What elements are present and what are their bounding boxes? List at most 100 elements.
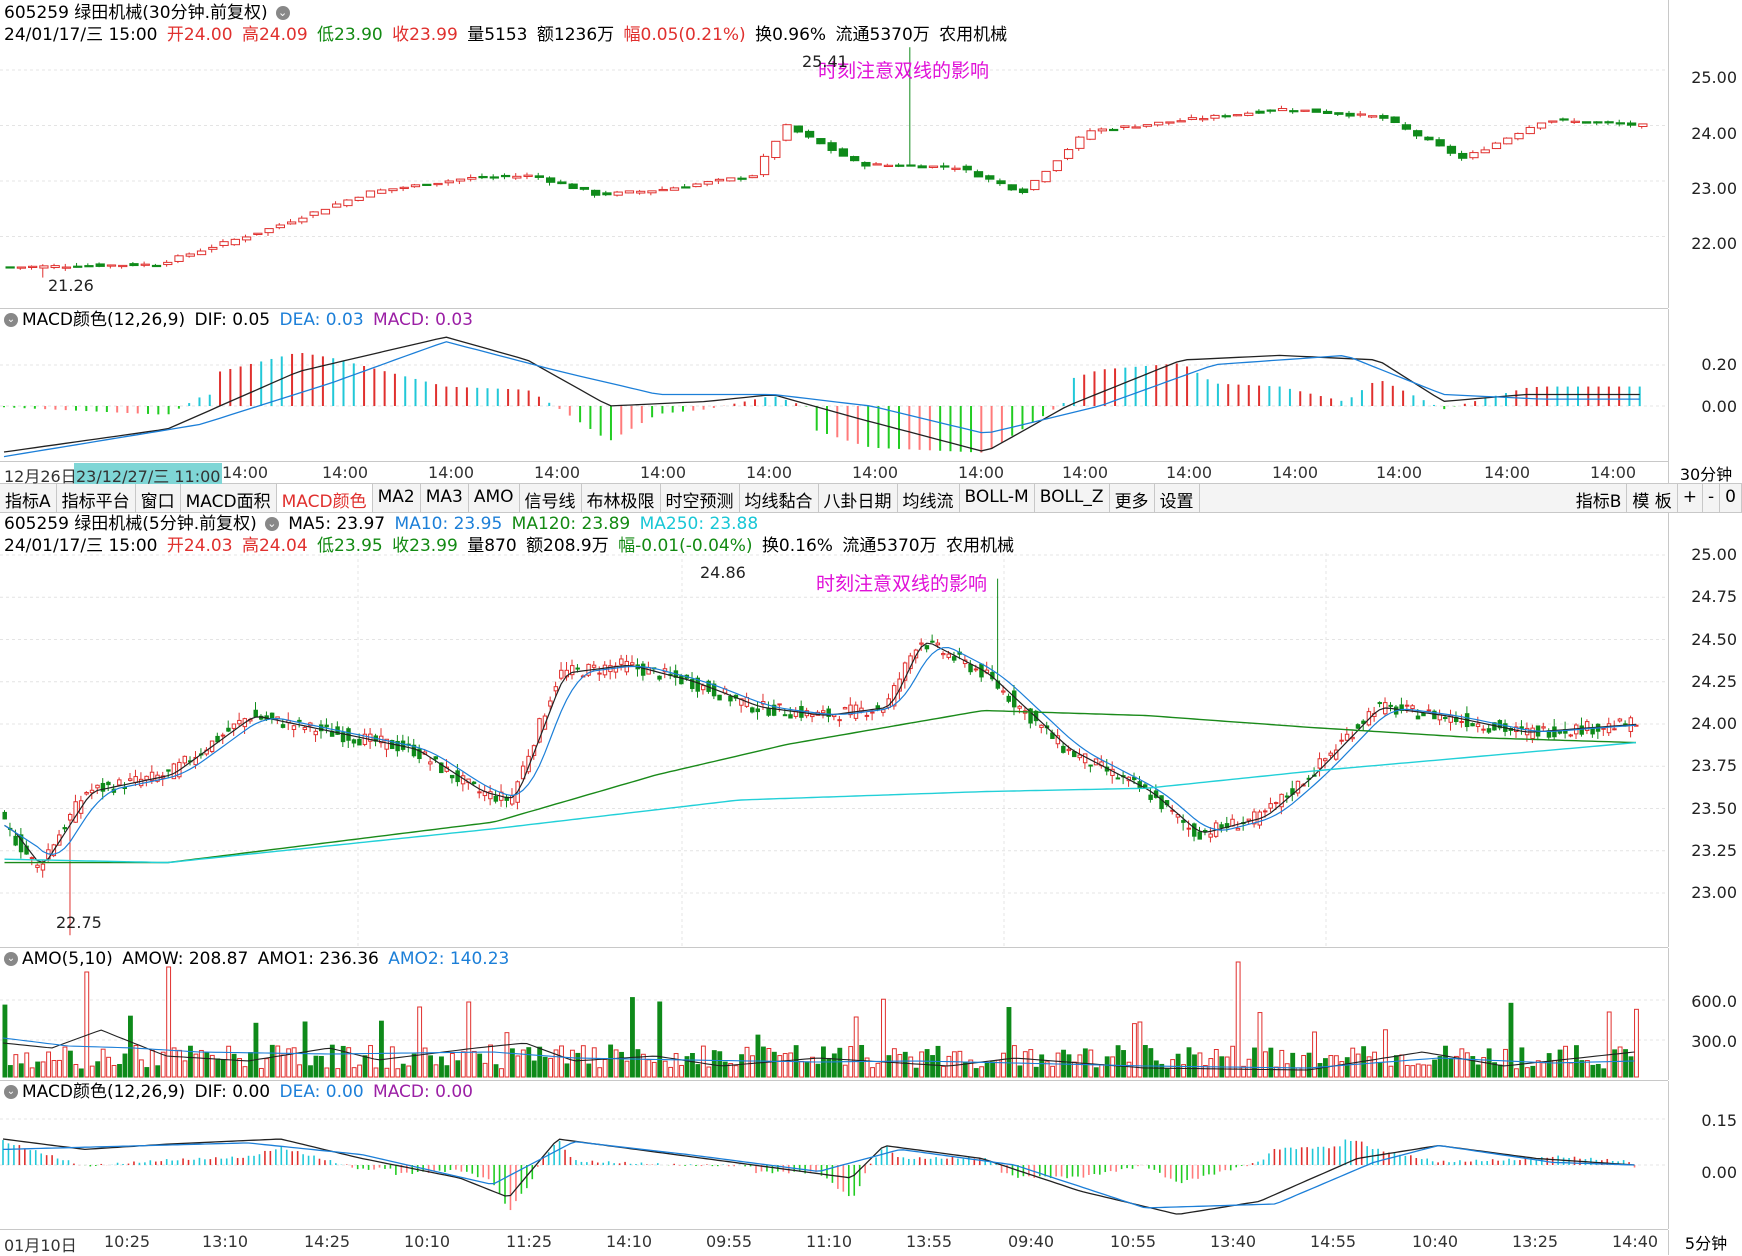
toolbar-item[interactable]: 均线黏合	[740, 484, 819, 512]
candle-body	[1615, 122, 1625, 125]
volume-bar	[679, 1064, 684, 1078]
info-volume: 量870	[467, 536, 517, 556]
toolbar-item[interactable]: BOLL_Z	[1035, 484, 1110, 512]
toolbar-item[interactable]: 布林极限	[582, 484, 661, 512]
period-label-30min[interactable]: 30分钟	[1668, 461, 1742, 484]
candle-body	[467, 176, 477, 180]
chevron-down-icon[interactable]: ⌄	[264, 517, 279, 531]
toolbar-right-item[interactable]: 指标B	[1571, 484, 1628, 512]
toolbar-item[interactable]: 窗口	[136, 484, 181, 512]
candle-body	[534, 175, 544, 178]
toolbar-item[interactable]: 八卦日期	[819, 484, 898, 512]
time-label: 14:40	[1612, 1232, 1659, 1251]
candle-body	[1277, 108, 1288, 112]
kline-30min-chart[interactable]	[0, 0, 1668, 308]
volume-bar	[1410, 1065, 1416, 1078]
candle-body	[1011, 690, 1017, 708]
volume-bar	[308, 1065, 313, 1078]
kline-30min-panel[interactable]: 605259 绿田机械(30分钟.前复权) ⌄ 24/01/17/三 15:00 …	[0, 0, 1668, 309]
candle-body	[1446, 145, 1457, 154]
toolbar-right-item[interactable]: +	[1678, 484, 1704, 512]
volume-bar	[1601, 1068, 1607, 1078]
kline-5min-chart[interactable]	[0, 513, 1668, 947]
candle-body	[523, 174, 533, 177]
kline-5min-info-row: 24/01/17/三 15:00 开24.03 高24.04 低23.95 收2…	[4, 535, 1018, 557]
info-low: 低23.95	[317, 536, 383, 556]
amo-panel[interactable]: ⌄ AMO(5,10) AMOW: 208.87 AMO1: 236.36 AMO…	[0, 948, 1668, 1081]
toolbar-right-item[interactable]: -	[1703, 484, 1721, 512]
candle-body	[935, 642, 941, 646]
candle-body	[782, 124, 792, 141]
candle-body	[1536, 122, 1547, 129]
toolbar-item[interactable]: 均线流	[898, 484, 960, 512]
volume-bar	[509, 1048, 515, 1078]
volume-bar	[979, 1066, 985, 1078]
toolbar-item[interactable]: AMO	[469, 484, 520, 512]
volume-bar	[750, 1055, 755, 1078]
volume-bar	[89, 1065, 95, 1078]
chevron-down-icon[interactable]: ⌄	[275, 6, 290, 20]
candle-body	[226, 727, 231, 732]
volume-bar	[171, 1047, 177, 1078]
toolbar-right-item[interactable]: 0	[1720, 484, 1742, 512]
macd-30min-panel[interactable]: ⌄ MACD颜色(12,26,9) DIF: 0.05 DEA: 0.03 MAC…	[0, 309, 1668, 462]
volume-bar	[286, 1048, 292, 1078]
time-label: 14:00	[534, 463, 581, 482]
chevron-down-icon[interactable]: ⌄	[4, 313, 18, 327]
candle-body	[291, 725, 297, 730]
toolbar-item[interactable]: 设置	[1155, 484, 1200, 512]
period-label-5min[interactable]: 5分钟	[1668, 1230, 1742, 1255]
volume-bar	[1453, 1055, 1459, 1078]
amo-chart[interactable]	[0, 948, 1668, 1080]
volume-bar	[810, 1056, 815, 1078]
amo1-value: AMO1: 236.36	[257, 949, 379, 969]
toolbar-item[interactable]: MA2	[373, 484, 421, 512]
toolbar-item[interactable]: 更多	[1110, 484, 1155, 512]
toolbar-item[interactable]: 指标平台	[57, 484, 136, 512]
chevron-down-icon[interactable]: ⌄	[4, 1085, 18, 1099]
info-sector: 农用机械	[939, 25, 1008, 45]
toolbar-item[interactable]: 指标A	[0, 484, 57, 512]
volume-bar	[733, 1065, 739, 1078]
macd-30min-chart[interactable]	[0, 309, 1668, 461]
toolbar-item[interactable]: MACD面积	[181, 484, 277, 512]
candle-body	[1061, 745, 1066, 753]
volume-bar	[1508, 1002, 1514, 1078]
toolbar-item[interactable]: MA3	[421, 484, 469, 512]
toolbar-item[interactable]: MACD颜色	[276, 484, 373, 512]
toolbar-item[interactable]: 信号线	[520, 484, 582, 512]
candle-body	[864, 714, 870, 717]
macd-5min-chart[interactable]	[0, 1081, 1668, 1229]
kline-5min-panel[interactable]: 605259 绿田机械(5分钟.前复权) ⌄ MA5: 23.97 MA10: 2…	[0, 513, 1668, 948]
candle-body	[1006, 695, 1011, 702]
toolbar-item[interactable]: 时空预测	[661, 484, 740, 512]
volume-bar	[1241, 1065, 1247, 1078]
candle-body	[941, 653, 946, 656]
volume-bar	[886, 1055, 892, 1078]
volume-bar	[548, 1057, 554, 1078]
candle-body	[777, 703, 782, 706]
volume-bar	[690, 1053, 695, 1078]
candle-body	[1154, 121, 1164, 126]
volume-bar	[924, 1049, 930, 1078]
time-label: 14:00	[322, 463, 369, 482]
volume-bar	[264, 1058, 270, 1078]
volume-bar	[837, 1047, 843, 1078]
volume-bar	[1366, 1056, 1372, 1078]
candle-body	[1219, 824, 1224, 828]
chevron-down-icon[interactable]: ⌄	[4, 952, 18, 966]
candle-body	[1001, 690, 1006, 693]
toolbar-item[interactable]: BOLL-M	[960, 484, 1035, 512]
amo-axis: 600.0 300.0	[1668, 948, 1742, 1080]
volume-bar	[930, 1055, 935, 1078]
candle-body	[1525, 126, 1535, 135]
macd-5min-axis: 0.15 0.00	[1668, 1081, 1742, 1229]
toolbar-right-item[interactable]: 模 板	[1627, 484, 1678, 512]
volume-bar	[968, 1059, 974, 1078]
candle-body	[1413, 130, 1423, 137]
volume-bar	[1535, 1060, 1541, 1078]
macd-5min-panel[interactable]: ⌄ MACD颜色(12,26,9) DIF: 0.00 DEA: 0.00 MAC…	[0, 1081, 1668, 1230]
volume-bar	[13, 1054, 19, 1078]
candle-body	[951, 656, 957, 661]
axis-tick: 23.00	[1691, 179, 1737, 198]
